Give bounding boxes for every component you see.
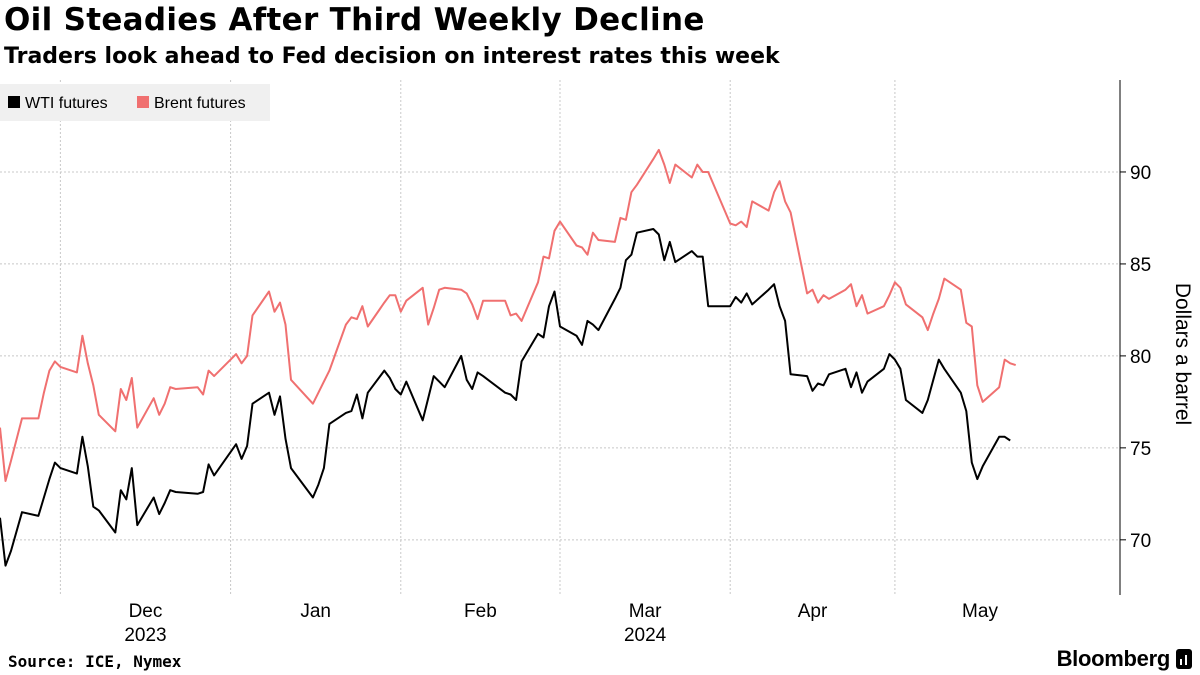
grid-lines (0, 80, 1120, 595)
x-year-label: 2023 (124, 625, 166, 646)
legend-label-brent: Brent futures (154, 95, 246, 112)
y-tick-label: 80 (1130, 347, 1151, 368)
brand-name: Bloomberg (1056, 646, 1171, 671)
y-axis-label: Dollars a barrel (1171, 283, 1194, 425)
x-tick-label: Dec (129, 601, 163, 622)
chart-subtitle: Traders look ahead to Fed decision on in… (4, 44, 780, 69)
y-tick-label: 90 (1130, 163, 1151, 184)
x-tick-label: Mar (629, 601, 662, 622)
wti-series-line (0, 228, 1011, 567)
chart-title: Oil Steadies After Third Weekly Decline (4, 2, 705, 38)
x-tick-label: May (962, 601, 998, 622)
brent-series-line (0, 148, 1017, 482)
y-tick-label: 85 (1130, 255, 1151, 276)
legend-swatch-wti (8, 96, 20, 108)
x-tick-label: Apr (798, 601, 828, 622)
legend-background (0, 84, 270, 121)
legend-label-wti: WTI futures (25, 95, 108, 112)
brand-logo: Bloomberg (1057, 646, 1192, 672)
series-lines (0, 148, 1017, 567)
axes: 70 75 80 85 90 Dec 2023 Jan Feb Mar 2024 Apr May (124, 80, 1151, 646)
x-year-label: 2024 (624, 625, 667, 646)
legend-swatch-brent (137, 96, 149, 108)
legend: WTI futures Brent futures (0, 84, 270, 121)
y-tick-label: 75 (1130, 439, 1151, 460)
x-tick-label: Feb (464, 601, 497, 622)
source-note: Source: ICE, Nymex (8, 652, 182, 671)
bloomberg-chart-icon (1176, 649, 1192, 669)
x-tick-label: Jan (300, 601, 331, 622)
y-tick-label: 70 (1130, 531, 1151, 552)
